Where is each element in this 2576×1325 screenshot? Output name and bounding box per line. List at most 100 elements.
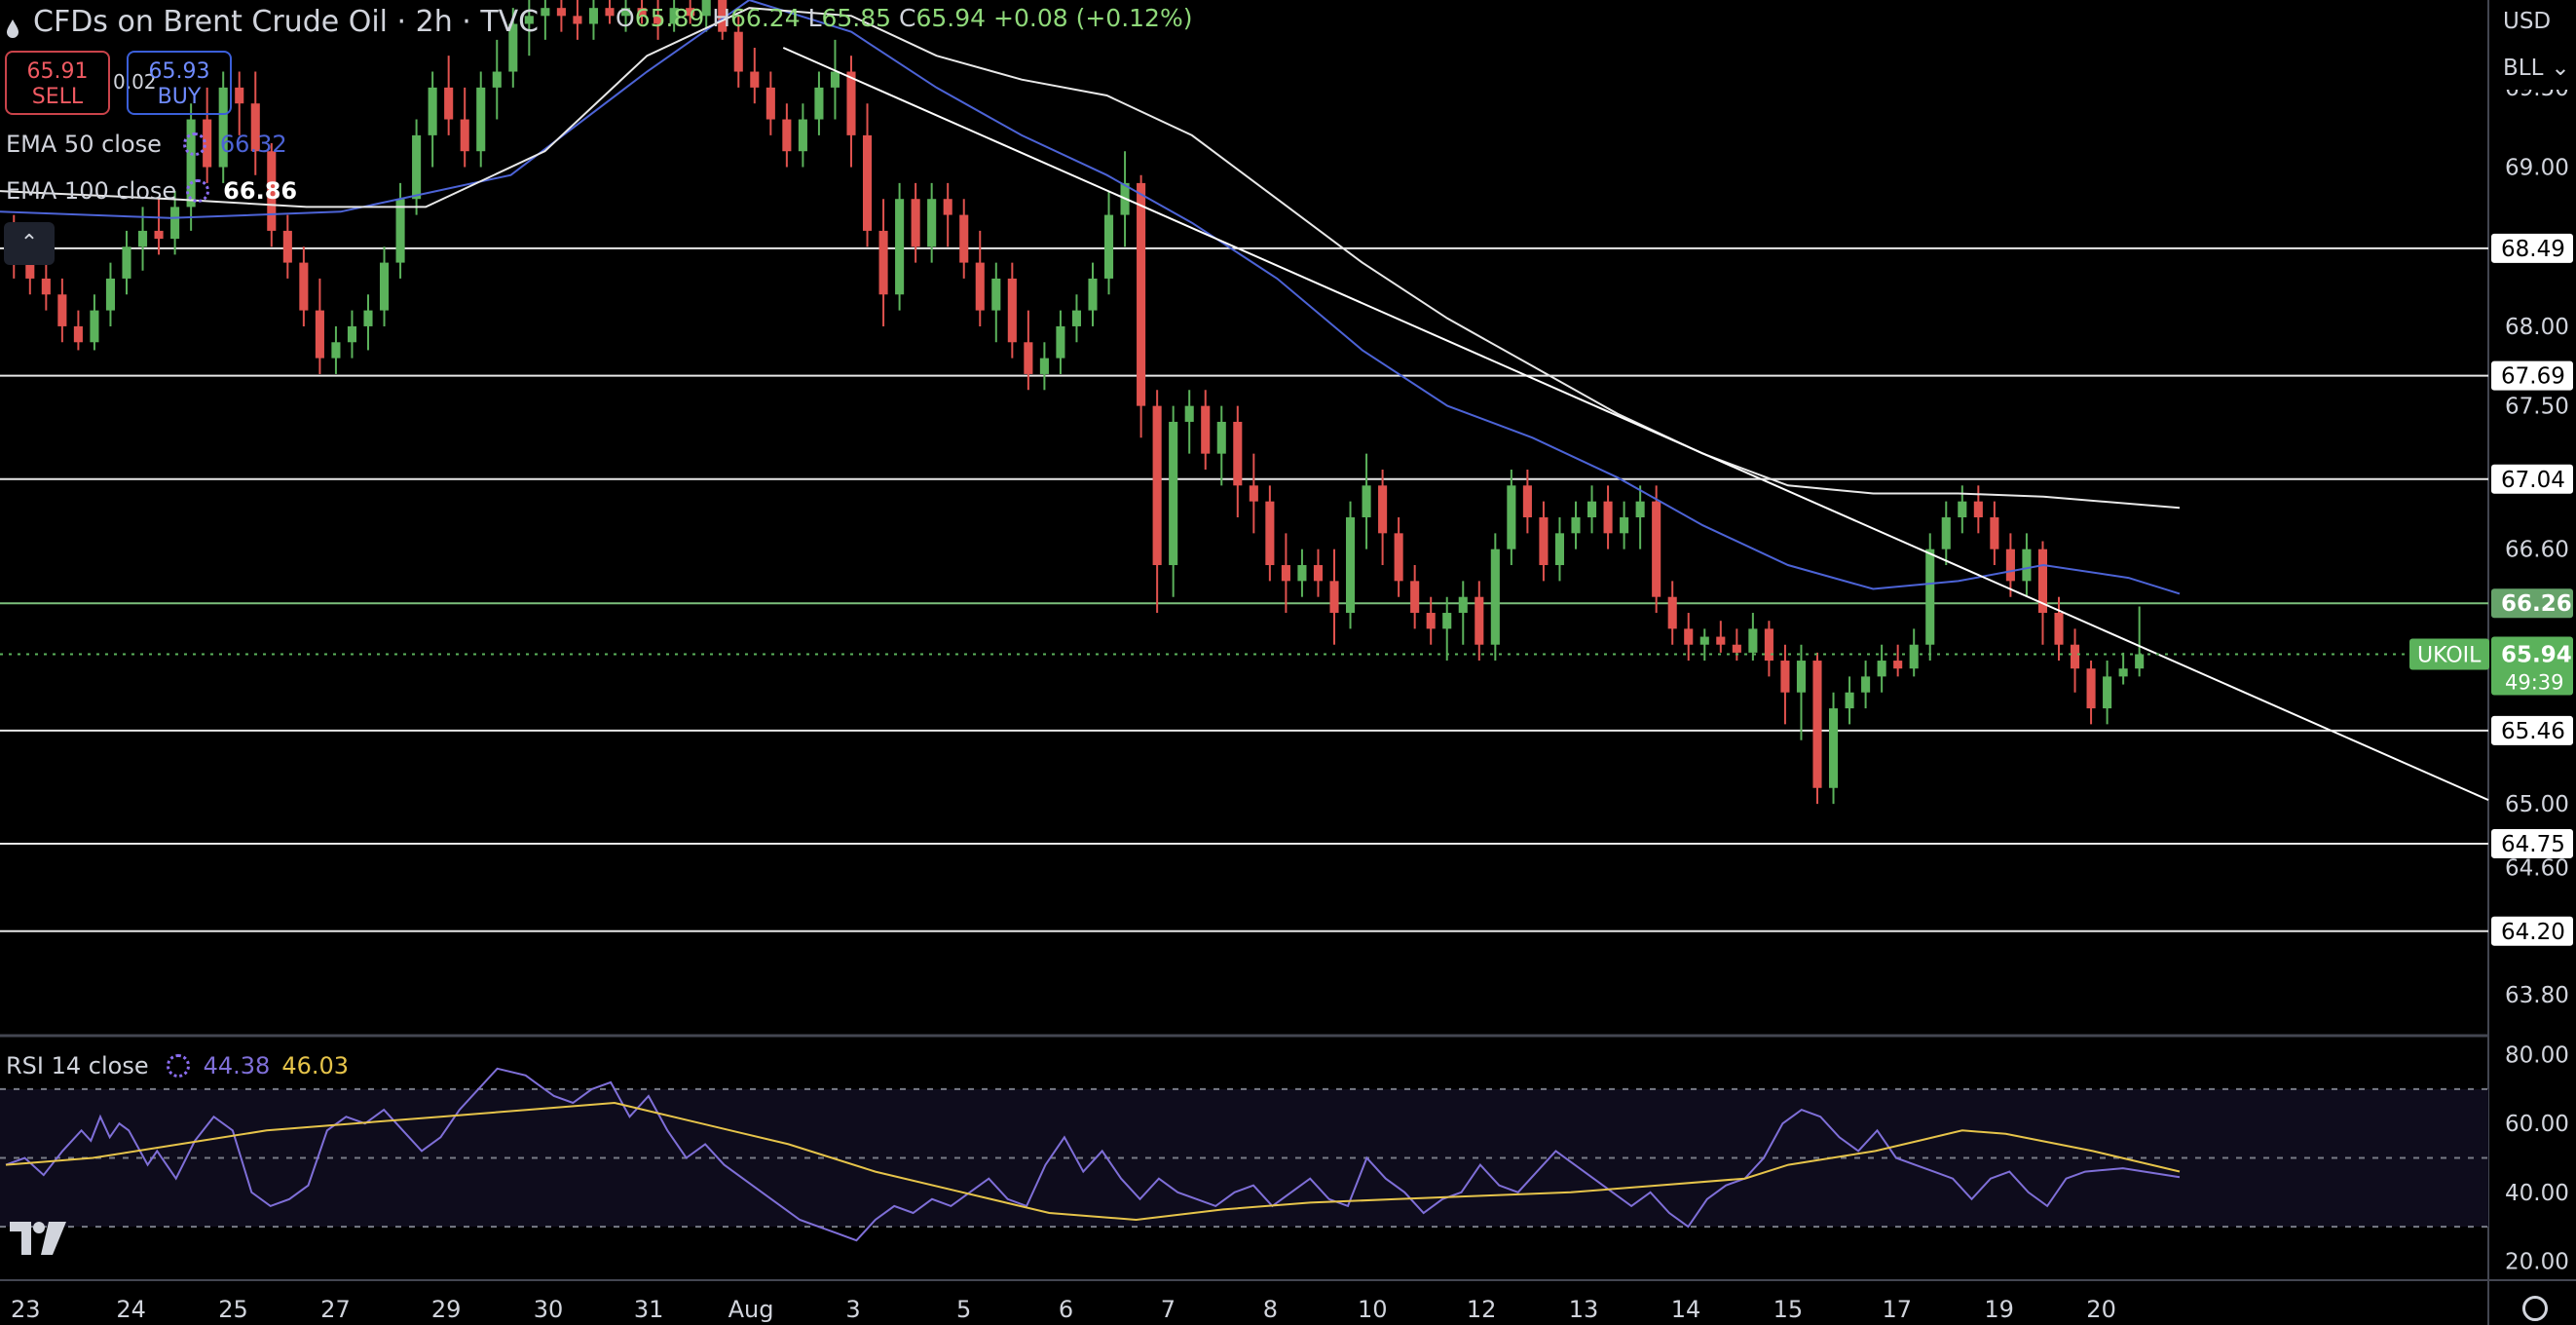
candle-body bbox=[1507, 485, 1516, 549]
sell-button[interactable]: 65.91 SELL bbox=[5, 51, 110, 115]
candle-body bbox=[573, 16, 582, 24]
candle-body bbox=[154, 230, 164, 240]
sell-label: SELL bbox=[31, 85, 84, 109]
candle-body bbox=[315, 310, 324, 359]
ema100-settings-icon[interactable] bbox=[186, 179, 210, 203]
time-axis[interactable]: 23 24 25 27 29 30 31 Aug 3 5 6 7 8 10 12 13 14 15 17 19 20 bbox=[11, 1296, 2116, 1323]
candle-body bbox=[137, 230, 148, 247]
time-tick-label: 10 bbox=[1358, 1296, 1388, 1323]
time-tick-label: 23 bbox=[11, 1296, 41, 1323]
candle-body bbox=[1603, 501, 1613, 534]
collapse-legend-button[interactable]: ⌃ bbox=[4, 222, 55, 265]
candlestick-series bbox=[9, 0, 2145, 805]
candle-body bbox=[57, 294, 67, 326]
candle-body bbox=[186, 119, 196, 208]
candle-body bbox=[1184, 405, 1194, 422]
current-price-label: 65.94 bbox=[2501, 643, 2572, 668]
symbol-tag bbox=[2409, 638, 2489, 670]
candle-body bbox=[1893, 661, 1903, 669]
ema100-legend[interactable]: EMA 100 close 66.86 bbox=[6, 177, 297, 205]
candle-body bbox=[1925, 549, 1935, 645]
candle-body bbox=[1635, 501, 1645, 517]
gear-icon[interactable] bbox=[2522, 1296, 2548, 1321]
time-tick-label: Aug bbox=[728, 1296, 774, 1323]
rsi-tick-label: 20.00 bbox=[2505, 1249, 2569, 1274]
candle-body bbox=[2037, 549, 2048, 614]
candle-body bbox=[170, 207, 180, 240]
ema50-label: EMA 50 close bbox=[6, 131, 162, 158]
candle-body bbox=[637, 8, 647, 17]
candle-body bbox=[25, 254, 35, 279]
level-price-tag bbox=[2491, 464, 2573, 494]
candle-body bbox=[2086, 668, 2096, 709]
candle-body bbox=[1152, 405, 1162, 566]
ema50-settings-icon[interactable] bbox=[182, 132, 206, 156]
level-price-tag bbox=[2491, 715, 2573, 745]
candle-body bbox=[669, 8, 679, 24]
currency-selector[interactable]: USD bbox=[2493, 0, 2575, 43]
level-price-label: 66.26 bbox=[2501, 591, 2572, 617]
candle-body bbox=[1620, 517, 1629, 534]
candle-body bbox=[605, 8, 615, 17]
rsi-legend[interactable]: RSI 14 close 44.38 46.03 bbox=[6, 1052, 349, 1079]
candle-body bbox=[911, 199, 920, 247]
candle-body bbox=[2135, 654, 2145, 669]
symbol-title[interactable]: CFDs on Brent Crude Oil · 2h · TVC bbox=[33, 4, 540, 39]
candle-body bbox=[428, 87, 437, 135]
candle-body bbox=[1137, 182, 1146, 406]
sell-price: 65.91 bbox=[26, 59, 89, 84]
candle-body bbox=[927, 199, 937, 247]
candle-body bbox=[1667, 596, 1677, 629]
candle-body bbox=[1378, 485, 1388, 534]
chevron-up-icon: ⌃ bbox=[19, 231, 39, 255]
candle-body bbox=[814, 87, 824, 120]
candle-body bbox=[508, 23, 518, 72]
candle-body bbox=[1201, 405, 1211, 454]
candle-body bbox=[1007, 278, 1017, 343]
candle-body bbox=[2070, 644, 2080, 669]
level-price-label: 67.69 bbox=[2501, 364, 2565, 390]
ema50-line bbox=[0, 0, 2181, 595]
candle-body bbox=[895, 199, 905, 295]
buy-button[interactable]: 65.93 BUY bbox=[127, 51, 232, 115]
candle-body bbox=[1877, 661, 1886, 677]
level-price-label: 68.49 bbox=[2501, 237, 2565, 262]
rsi-settings-icon[interactable] bbox=[166, 1054, 190, 1078]
price-tick-label: 64.60 bbox=[2505, 855, 2569, 881]
high-value: 66.24 bbox=[730, 4, 801, 32]
unit-selector[interactable]: BLL ⌄ bbox=[2493, 47, 2575, 90]
time-tick-label: 15 bbox=[1773, 1296, 1804, 1323]
time-tick-label: 20 bbox=[2086, 1296, 2116, 1323]
candle-body bbox=[460, 119, 469, 152]
candle-body bbox=[846, 71, 856, 135]
low-label: L bbox=[807, 4, 822, 32]
price-tick-label: 63.80 bbox=[2505, 983, 2569, 1008]
candle-body bbox=[541, 8, 550, 17]
candle-body bbox=[363, 310, 373, 326]
ema100-line bbox=[0, 7, 2181, 510]
candle-body bbox=[1394, 533, 1403, 582]
candle-body bbox=[347, 325, 357, 343]
price-tick-label: 67.50 bbox=[2505, 395, 2569, 420]
candle-body bbox=[331, 342, 341, 359]
candle-body bbox=[235, 87, 244, 104]
level-price-label: 64.20 bbox=[2501, 920, 2565, 945]
ema50-legend[interactable]: EMA 50 close 66.32 bbox=[6, 131, 287, 158]
candle-body bbox=[1410, 581, 1420, 614]
level-price-label: 67.04 bbox=[2501, 468, 2565, 493]
rsi-value: 44.38 bbox=[203, 1052, 271, 1079]
candle-body bbox=[2103, 676, 2112, 709]
candle-body bbox=[41, 278, 51, 295]
rsi-line bbox=[5, 1067, 2181, 1242]
candle-body bbox=[122, 246, 131, 279]
rsi-tick-label: 40.00 bbox=[2505, 1181, 2569, 1206]
level-price-tag bbox=[2491, 360, 2573, 391]
candle-body bbox=[959, 214, 969, 263]
candle-body bbox=[991, 278, 1001, 311]
candle-body bbox=[412, 134, 422, 200]
time-tick-label: 29 bbox=[431, 1296, 462, 1323]
high-label: H bbox=[712, 4, 731, 32]
candle-body bbox=[782, 119, 792, 152]
